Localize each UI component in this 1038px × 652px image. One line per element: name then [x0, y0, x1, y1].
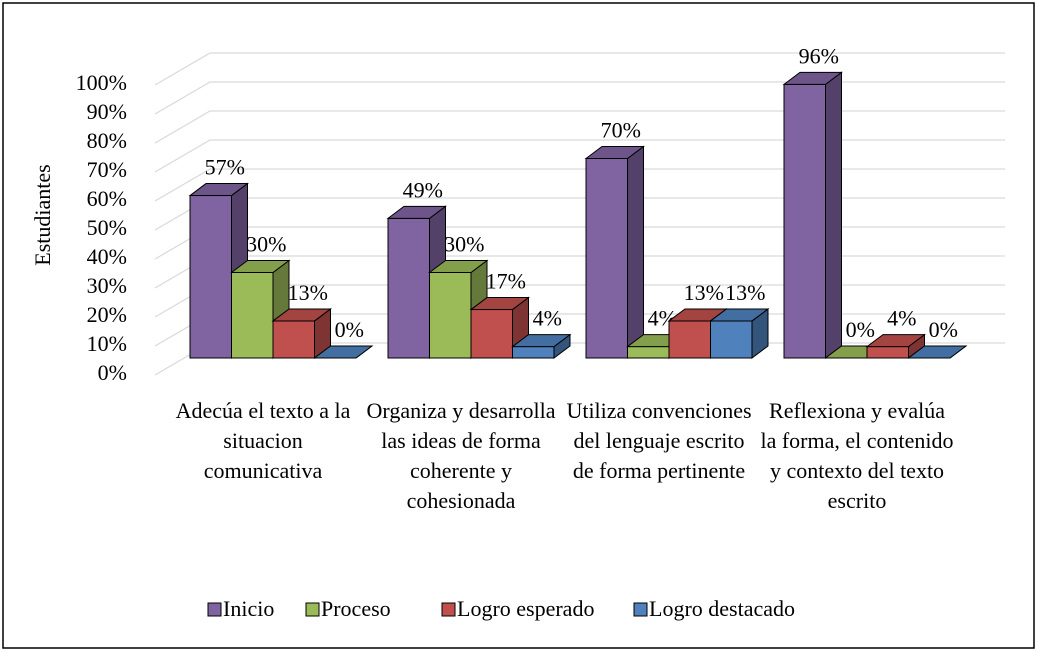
value-label: 49%	[403, 177, 443, 202]
x-tick-label: Reflexiona y evalúa la forma, el conteni…	[760, 398, 954, 513]
y-tick-label: 40%	[87, 244, 127, 269]
value-label: 17%	[486, 269, 526, 294]
bar	[512, 346, 555, 359]
legend-label: Logro destacado	[649, 596, 795, 621]
bar-side	[627, 145, 644, 359]
x-tick-label: Utiliza convenciones del lenguaje escrit…	[566, 398, 752, 483]
y-tick-label: 30%	[87, 273, 127, 298]
value-label: 13%	[288, 280, 328, 305]
bar-top	[271, 308, 332, 322]
value-label: 4%	[887, 306, 916, 331]
bar	[783, 83, 826, 359]
legend-label: Logro esperado	[457, 596, 594, 621]
bar-top	[469, 297, 530, 311]
grid-line	[154, 139, 1005, 173]
y-tick-label: 20%	[87, 302, 127, 327]
bar	[470, 309, 513, 359]
x-tick-label: Adecúa el texto a la situacion comunicat…	[175, 398, 351, 483]
bar	[585, 158, 628, 359]
bar-top	[782, 71, 843, 85]
bar-top	[188, 183, 249, 197]
bar-top	[230, 260, 291, 273]
bar-side	[825, 71, 842, 359]
bar-top	[511, 334, 572, 348]
value-label: 0%	[846, 317, 875, 342]
value-label: 30%	[246, 232, 286, 257]
value-label: 57%	[205, 155, 245, 180]
value-label: 13%	[684, 280, 724, 305]
value-label: 0%	[929, 317, 958, 342]
value-label: 0%	[335, 317, 364, 342]
bar-top	[907, 345, 968, 359]
bar	[627, 346, 670, 359]
y-tick-label: 70%	[87, 157, 127, 182]
value-label: 4%	[533, 306, 562, 331]
legend-label: Proceso	[321, 596, 391, 621]
y-tick-label: 80%	[87, 128, 127, 153]
y-tick-label: 60%	[87, 186, 127, 211]
legend-swatch	[207, 602, 222, 617]
bar-top	[709, 308, 770, 322]
grid-line	[154, 168, 1005, 202]
y-tick-label: 50%	[87, 215, 127, 240]
bar-top	[313, 345, 374, 359]
legend-swatch	[305, 602, 320, 617]
bar	[429, 272, 472, 359]
y-tick-label: 100%	[76, 70, 127, 95]
y-axis-title: Estudiantes	[30, 164, 55, 265]
bar	[710, 320, 753, 359]
bar	[668, 320, 711, 359]
bar	[866, 346, 909, 359]
y-tick-label: 10%	[87, 331, 127, 356]
value-label: 30%	[444, 232, 484, 257]
bar	[387, 217, 430, 359]
bar-top	[428, 260, 489, 273]
bar	[189, 195, 232, 359]
x-tick-label: Organiza y desarrolla las ideas de forma…	[366, 398, 556, 513]
y-tick-label: 0%	[98, 360, 127, 385]
value-label: 13%	[725, 280, 765, 305]
grid-line	[154, 81, 1005, 115]
legend-label: Inicio	[223, 596, 274, 621]
bar-top	[584, 146, 645, 159]
grid-line	[154, 110, 1005, 144]
value-label: 70%	[601, 118, 641, 143]
bar-top	[386, 205, 447, 219]
bar-top	[865, 334, 926, 348]
grid-line	[154, 52, 1005, 86]
value-label: 96%	[799, 43, 839, 68]
legend-swatch	[441, 602, 456, 617]
bar	[272, 320, 315, 359]
y-tick-label: 90%	[87, 99, 127, 124]
legend-swatch	[633, 602, 648, 617]
bar	[231, 272, 274, 359]
